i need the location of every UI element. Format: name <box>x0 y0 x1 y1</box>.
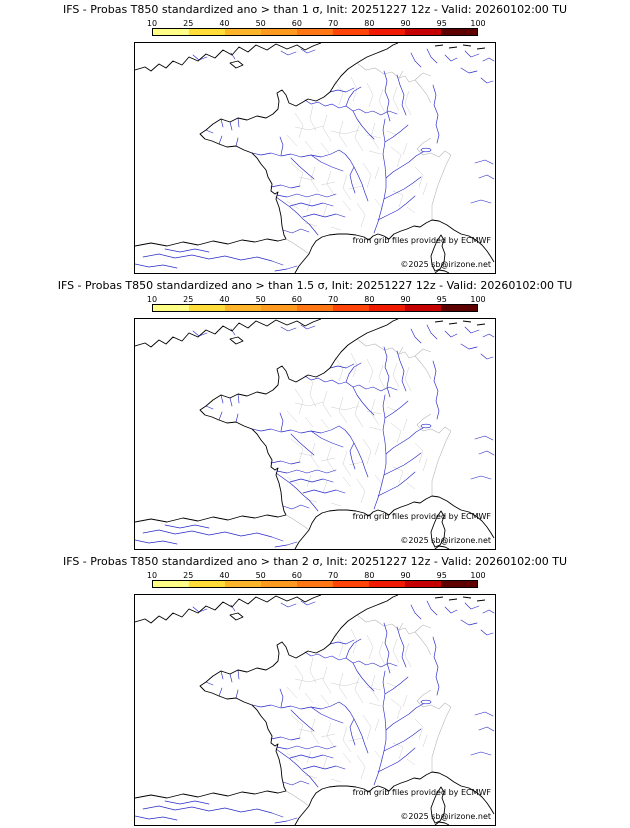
colorbar-segment <box>405 29 441 35</box>
colorbar-segment <box>369 581 405 587</box>
colorbar-segment <box>297 581 333 587</box>
attribution-ecmwf: from grib files provided by ECMWF <box>352 512 491 521</box>
colorbar-segment <box>405 581 441 587</box>
colorbar-segment <box>225 305 261 311</box>
colorbar-segment <box>261 29 297 35</box>
panel-title: IFS - Probas T850 standardized ano > tha… <box>62 3 568 16</box>
colorbar-tick: 70 <box>328 295 339 304</box>
colorbar-tick: 95 <box>436 19 447 28</box>
colorbar-segment <box>189 29 225 35</box>
colorbar-tick-labels: 10 25 40 50 60 70 80 90 95 100 <box>147 294 486 304</box>
colorbar-tick: 80 <box>364 19 375 28</box>
colorbar-segment <box>153 305 189 311</box>
colorbar-segment <box>405 305 441 311</box>
colorbar-segment <box>261 305 297 311</box>
panel-sigma-1: IFS - Probas T850 standardized ano > tha… <box>0 0 630 276</box>
panel-sigma-1-5: IFS - Probas T850 standardized ano > tha… <box>0 276 630 552</box>
colorbar-segment <box>333 581 369 587</box>
colorbar-tick: 60 <box>291 19 302 28</box>
map-frame: from grib files provided by ECMWF ©2025 … <box>134 318 496 550</box>
colorbar-tick: 40 <box>219 571 230 580</box>
colorbar-segment <box>189 305 225 311</box>
colorbar-segment <box>369 305 405 311</box>
colorbar-tick: 10 <box>146 571 158 580</box>
colorbar-tick: 25 <box>183 19 194 28</box>
colorbar-tick: 50 <box>255 571 266 580</box>
panel-title: IFS - Probas T850 standardized ano > tha… <box>62 555 568 568</box>
colorbar-tick: 40 <box>219 19 230 28</box>
colorbar-segment <box>225 29 261 35</box>
colorbar-tick: 100 <box>470 571 486 580</box>
colorbar-tick: 70 <box>328 571 339 580</box>
colorbar-tick: 50 <box>255 19 266 28</box>
colorbar-segment <box>333 29 369 35</box>
attribution-ecmwf: from grib files provided by ECMWF <box>352 236 491 245</box>
colorbar-segment <box>261 581 297 587</box>
colorbar-tick: 90 <box>400 295 411 304</box>
map-frame: from grib files provided by ECMWF ©2025 … <box>134 594 496 826</box>
colorbar-tick: 80 <box>364 571 375 580</box>
colorbar-tick: 80 <box>364 295 375 304</box>
panel-title: IFS - Probas T850 standardized ano > tha… <box>57 279 573 292</box>
colorbar-segment <box>297 305 333 311</box>
attribution-copyright: ©2025 sb@irizone.net <box>400 536 491 545</box>
colorbar-segment <box>153 581 189 587</box>
colorbar-tick: 90 <box>400 19 411 28</box>
colorbar-segment <box>441 29 477 35</box>
colorbar-tick: 10 <box>146 295 158 304</box>
colorbar-tick: 60 <box>291 571 302 580</box>
colorbar-gradient <box>152 28 478 36</box>
colorbar-gradient <box>152 304 478 312</box>
probability-colorbar: 10 25 40 50 60 70 80 90 95 100 <box>147 18 486 36</box>
colorbar-tick: 95 <box>436 571 447 580</box>
attribution-copyright: ©2025 sb@irizone.net <box>400 812 491 821</box>
colorbar-tick: 90 <box>400 571 411 580</box>
colorbar-segment <box>441 581 477 587</box>
colorbar-tick: 100 <box>470 19 486 28</box>
colorbar-segment <box>369 29 405 35</box>
colorbar-tick: 40 <box>219 295 230 304</box>
colorbar-tick: 25 <box>183 571 194 580</box>
map-frame: from grib files provided by ECMWF ©2025 … <box>134 42 496 274</box>
colorbar-segment <box>297 29 333 35</box>
colorbar-segment <box>441 305 477 311</box>
colorbar-tick-labels: 10 25 40 50 60 70 80 90 95 100 <box>147 570 486 580</box>
colorbar-segment <box>225 581 261 587</box>
colorbar-segment <box>333 305 369 311</box>
attribution-ecmwf: from grib files provided by ECMWF <box>352 788 491 797</box>
probability-colorbar: 10 25 40 50 60 70 80 90 95 100 <box>147 570 486 588</box>
colorbar-tick: 50 <box>255 295 266 304</box>
colorbar-tick-labels: 10 25 40 50 60 70 80 90 95 100 <box>147 18 486 28</box>
colorbar-tick: 70 <box>328 19 339 28</box>
panel-sigma-2: IFS - Probas T850 standardized ano > tha… <box>0 552 630 828</box>
colorbar-tick: 10 <box>146 19 158 28</box>
colorbar-tick: 100 <box>470 295 486 304</box>
colorbar-segment <box>153 29 189 35</box>
colorbar-tick: 25 <box>183 295 194 304</box>
attribution-copyright: ©2025 sb@irizone.net <box>400 260 491 269</box>
probability-colorbar: 10 25 40 50 60 70 80 90 95 100 <box>147 294 486 312</box>
colorbar-tick: 60 <box>291 295 302 304</box>
colorbar-segment <box>189 581 225 587</box>
colorbar-tick: 95 <box>436 295 447 304</box>
colorbar-gradient <box>152 580 478 588</box>
